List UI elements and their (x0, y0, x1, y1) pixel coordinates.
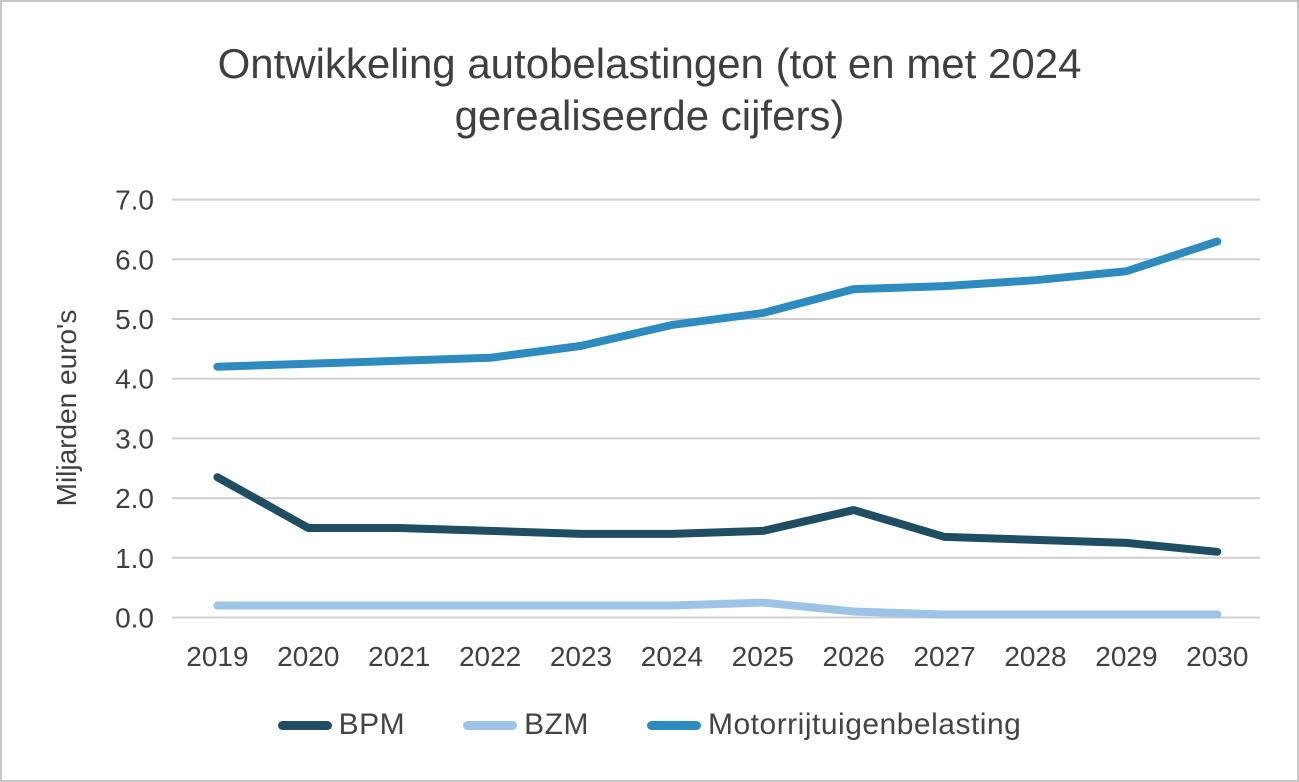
legend-item-motorrijtuigenbelasting: Motorrijtuigenbelasting (647, 708, 1021, 742)
y-tick-label: 2.0 (115, 483, 154, 514)
legend-label-bzm: BZM (524, 708, 589, 741)
chart-title: Ontwikkeling autobelastingen (tot en met… (2, 38, 1297, 142)
x-tick-label: 2021 (368, 641, 430, 672)
x-tick-label: 2026 (823, 641, 885, 672)
y-tick-label: 4.0 (115, 364, 154, 395)
legend-item-bzm: BZM (463, 708, 589, 742)
x-tick-label: 2027 (913, 641, 975, 672)
x-tick-label: 2029 (1095, 641, 1157, 672)
legend-label-motorrijtuigenbelasting: Motorrijtuigenbelasting (708, 708, 1022, 741)
y-tick-label: 0.0 (115, 603, 154, 634)
series-line-bpm (213, 473, 1222, 556)
x-tick-label: 2030 (1186, 641, 1248, 672)
legend-label-bpm: BPM (338, 708, 406, 741)
x-tick-label: 2024 (641, 641, 703, 672)
series-line-motorrijtuigenbelasting (213, 237, 1222, 371)
chart-title-line-2: gerealiseerde cijfers) (454, 92, 845, 139)
legend-swatch-bzm (463, 720, 518, 730)
y-tick-label: 5.0 (115, 304, 154, 335)
x-tick-label: 2023 (550, 641, 612, 672)
y-tick-label: 7.0 (115, 185, 154, 216)
y-tick-label: 1.0 (115, 543, 154, 574)
x-tick-label: 2022 (459, 641, 521, 672)
y-tick-label: 3.0 (115, 423, 154, 454)
x-tick-label: 2025 (732, 641, 794, 672)
legend-swatch-motorrijtuigenbelasting (647, 720, 701, 730)
x-tick-label: 2019 (186, 641, 248, 672)
chart-legend: BPM BZM Motorrijtuigenbelasting (2, 708, 1297, 742)
legend-item-bpm: BPM (277, 708, 406, 742)
series-line-bzm (213, 598, 1222, 619)
x-tick-label: 2028 (1004, 641, 1066, 672)
y-tick-label: 6.0 (115, 244, 154, 275)
legend-swatch-bpm (277, 720, 332, 730)
x-tick-label: 2020 (277, 641, 339, 672)
y-axis-title: Miljarden euro's (51, 310, 82, 507)
chart-title-line-1: Ontwikkeling autobelastingen (tot en met… (217, 40, 1082, 87)
